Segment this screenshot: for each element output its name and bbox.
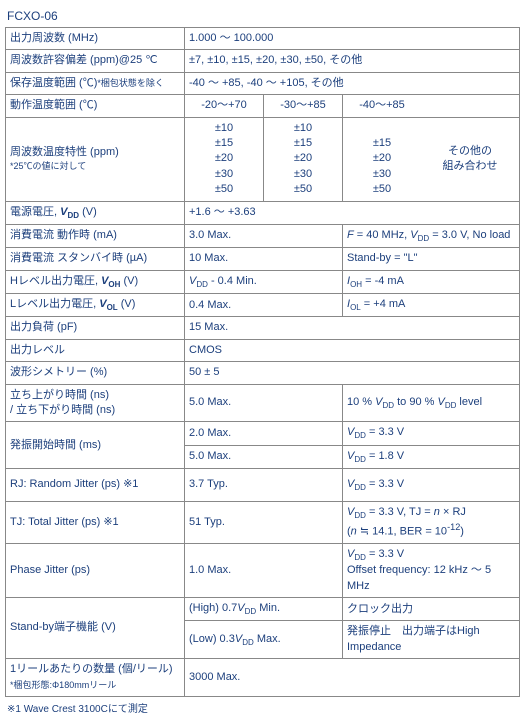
r14-label: 立ち上がり時間 (ns)/ 立ち下がり時間 (ns) [6, 384, 185, 422]
r8-value: 10 Max. [185, 248, 343, 270]
footnote: ※1 Wave Crest 3100Cにて測定 [5, 697, 520, 718]
r2-label: 周波数許容偏差 (ppm)@25 ℃ [6, 50, 185, 72]
r18-cond: VDD = 3.3 V Offset frequency: 12 kHz ～ 5… [343, 543, 520, 597]
r20-value: 3000 Max. [185, 659, 520, 697]
r15-label: 発振開始時間 (ms) [6, 422, 185, 469]
r1-value: 1.000 ～ 100.000 [185, 28, 520, 50]
r18-label: Phase Jitter (ps) [6, 543, 185, 597]
r14-value: 5.0 Max. [185, 384, 343, 422]
r16-label: RJ: Random Jitter (ps) ※1 [6, 469, 185, 501]
r19-v1: (High) 0.7VDD Min. [185, 598, 343, 621]
r4-c3: -40～+85 [343, 95, 422, 117]
r15-c2: VDD = 1.8 V [343, 445, 520, 468]
r10-cond: IOL = +4 mA [343, 294, 520, 317]
r3-value: -40 ～ +85, -40 ～ +105, その他 [185, 72, 520, 94]
r13-value: 50 ± 5 [185, 362, 520, 384]
r4-c1: -20～+70 [185, 95, 264, 117]
r16-value: 3.7 Typ. [185, 469, 343, 501]
r4-blank1 [421, 95, 469, 117]
r5-label: 周波数温度特性 (ppm) *25℃の値に対して [6, 117, 185, 201]
r11-label: 出力負荷 (pF) [6, 317, 185, 339]
r10-label: Lレベル出力電圧, VOL (V) [6, 294, 185, 317]
r15-v1: 2.0 Max. [185, 422, 343, 445]
r6-value: +1.6 ～ +3.63 [185, 201, 520, 224]
r18-value: 1.0 Max. [185, 543, 343, 597]
r15-v2: 5.0 Max. [185, 445, 343, 468]
r19-c2: 発振停止 出力端子はHigh Impedance [343, 621, 520, 659]
r11-value: 15 Max. [185, 317, 520, 339]
r4-c2: -30～+85 [264, 95, 343, 117]
r19-v2: (Low) 0.3VDD Max. [185, 621, 343, 659]
r16-cond: VDD = 3.3 V [343, 469, 520, 501]
r7-label: 消費電流 動作時 (mA) [6, 224, 185, 247]
r4-blank2 [469, 95, 520, 117]
r12-label: 出力レベル [6, 339, 185, 361]
r14-cond: 10 % VDD to 90 % VDD level [343, 384, 520, 422]
r9-cond: IOH = -4 mA [343, 270, 520, 293]
r5-c3: ±15±20±30±50 [343, 117, 422, 201]
part-title: FCXO-06 [5, 5, 520, 27]
r8-label: 消費電流 スタンバイ時 (µA) [6, 248, 185, 270]
r20-label: 1リールあたりの数量 (個/リール) *梱包形態:Φ180mmリール [6, 659, 185, 697]
r5-note: その他の組み合わせ [421, 117, 520, 201]
r5-c2: ±10±15±20±30±50 [264, 117, 343, 201]
r9-value: VDD - 0.4 Min. [185, 270, 343, 293]
r7-value: 3.0 Max. [185, 224, 343, 247]
r5-c1: ±10±15±20±30±50 [185, 117, 264, 201]
r6-label: 電源電圧, VDD (V) [6, 201, 185, 224]
r17-cond: VDD = 3.3 V, TJ = n × RJ (n ≒ 14.1, BER … [343, 501, 520, 543]
r2-value: ±7, ±10, ±15, ±20, ±30, ±50, その他 [185, 50, 520, 72]
r8-cond: Stand-by = "L" [343, 248, 520, 270]
r17-label: TJ: Total Jitter (ps) ※1 [6, 501, 185, 543]
r19-label: Stand-by端子機能 (V) [6, 598, 185, 659]
r10-value: 0.4 Max. [185, 294, 343, 317]
r3-label: 保存温度範囲 (℃)*梱包状態を除く [6, 72, 185, 94]
r1-label: 出力周波数 (MHz) [6, 28, 185, 50]
r4-label: 動作温度範囲 (℃) [6, 95, 185, 117]
r7-cond: F = 40 MHz, VDD = 3.0 V, No load [343, 224, 520, 247]
spec-table: 出力周波数 (MHz) 1.000 ～ 100.000 周波数許容偏差 (ppm… [5, 27, 520, 697]
r19-c1: クロック出力 [343, 598, 520, 621]
r13-label: 波形シメトリー (%) [6, 362, 185, 384]
r17-value: 51 Typ. [185, 501, 343, 543]
r15-c1: VDD = 3.3 V [343, 422, 520, 445]
r12-value: CMOS [185, 339, 520, 361]
r9-label: Hレベル出力電圧, VOH (V) [6, 270, 185, 293]
